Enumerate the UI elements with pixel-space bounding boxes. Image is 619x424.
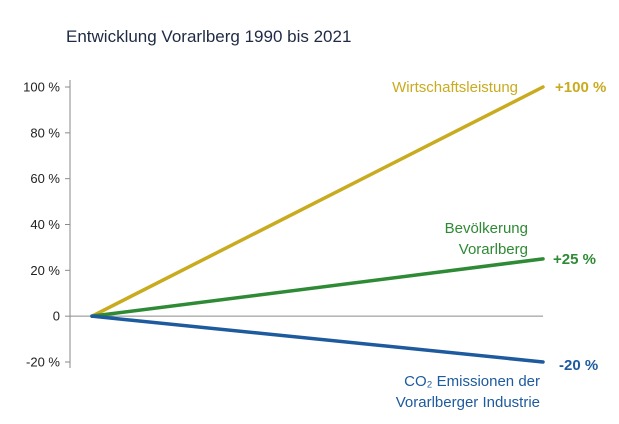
y-tick-label: 100 % <box>23 80 60 95</box>
series-line <box>90 257 545 318</box>
series-end-value-label: +100 % <box>555 79 606 96</box>
y-axis-ticks: 100 % 80 % 60 % 40 % 20 % 0 -20 % <box>23 80 70 370</box>
series-name-label: Vorarlberger Industrie <box>396 394 540 411</box>
y-tick-label: 0 <box>53 309 60 324</box>
y-tick-label: 40 % <box>30 217 60 232</box>
series-end-value-label: -20 % <box>559 357 598 374</box>
series-name-label: CO₂ Emissionen der <box>404 373 540 390</box>
series-line <box>90 85 545 318</box>
series-end-value-label: +25 % <box>553 251 596 268</box>
y-tick-label: 80 % <box>30 125 60 140</box>
series-lines <box>90 85 545 364</box>
series-name-label: Vorarlberg <box>459 241 528 258</box>
y-tick-label: 60 % <box>30 171 60 186</box>
y-tick-label: 20 % <box>30 263 60 278</box>
chart-title: Entwicklung Vorarlberg 1990 bis 2021 <box>66 27 351 46</box>
series-line <box>90 314 545 364</box>
y-tick-label: -20 % <box>26 355 60 370</box>
series-labels: Wirtschaftsleistung +100 % Bevölkerung Vora… <box>392 79 606 411</box>
series-name-label: Wirtschaftsleistung <box>392 79 518 96</box>
series-name-label: Bevölkerung <box>445 220 528 237</box>
